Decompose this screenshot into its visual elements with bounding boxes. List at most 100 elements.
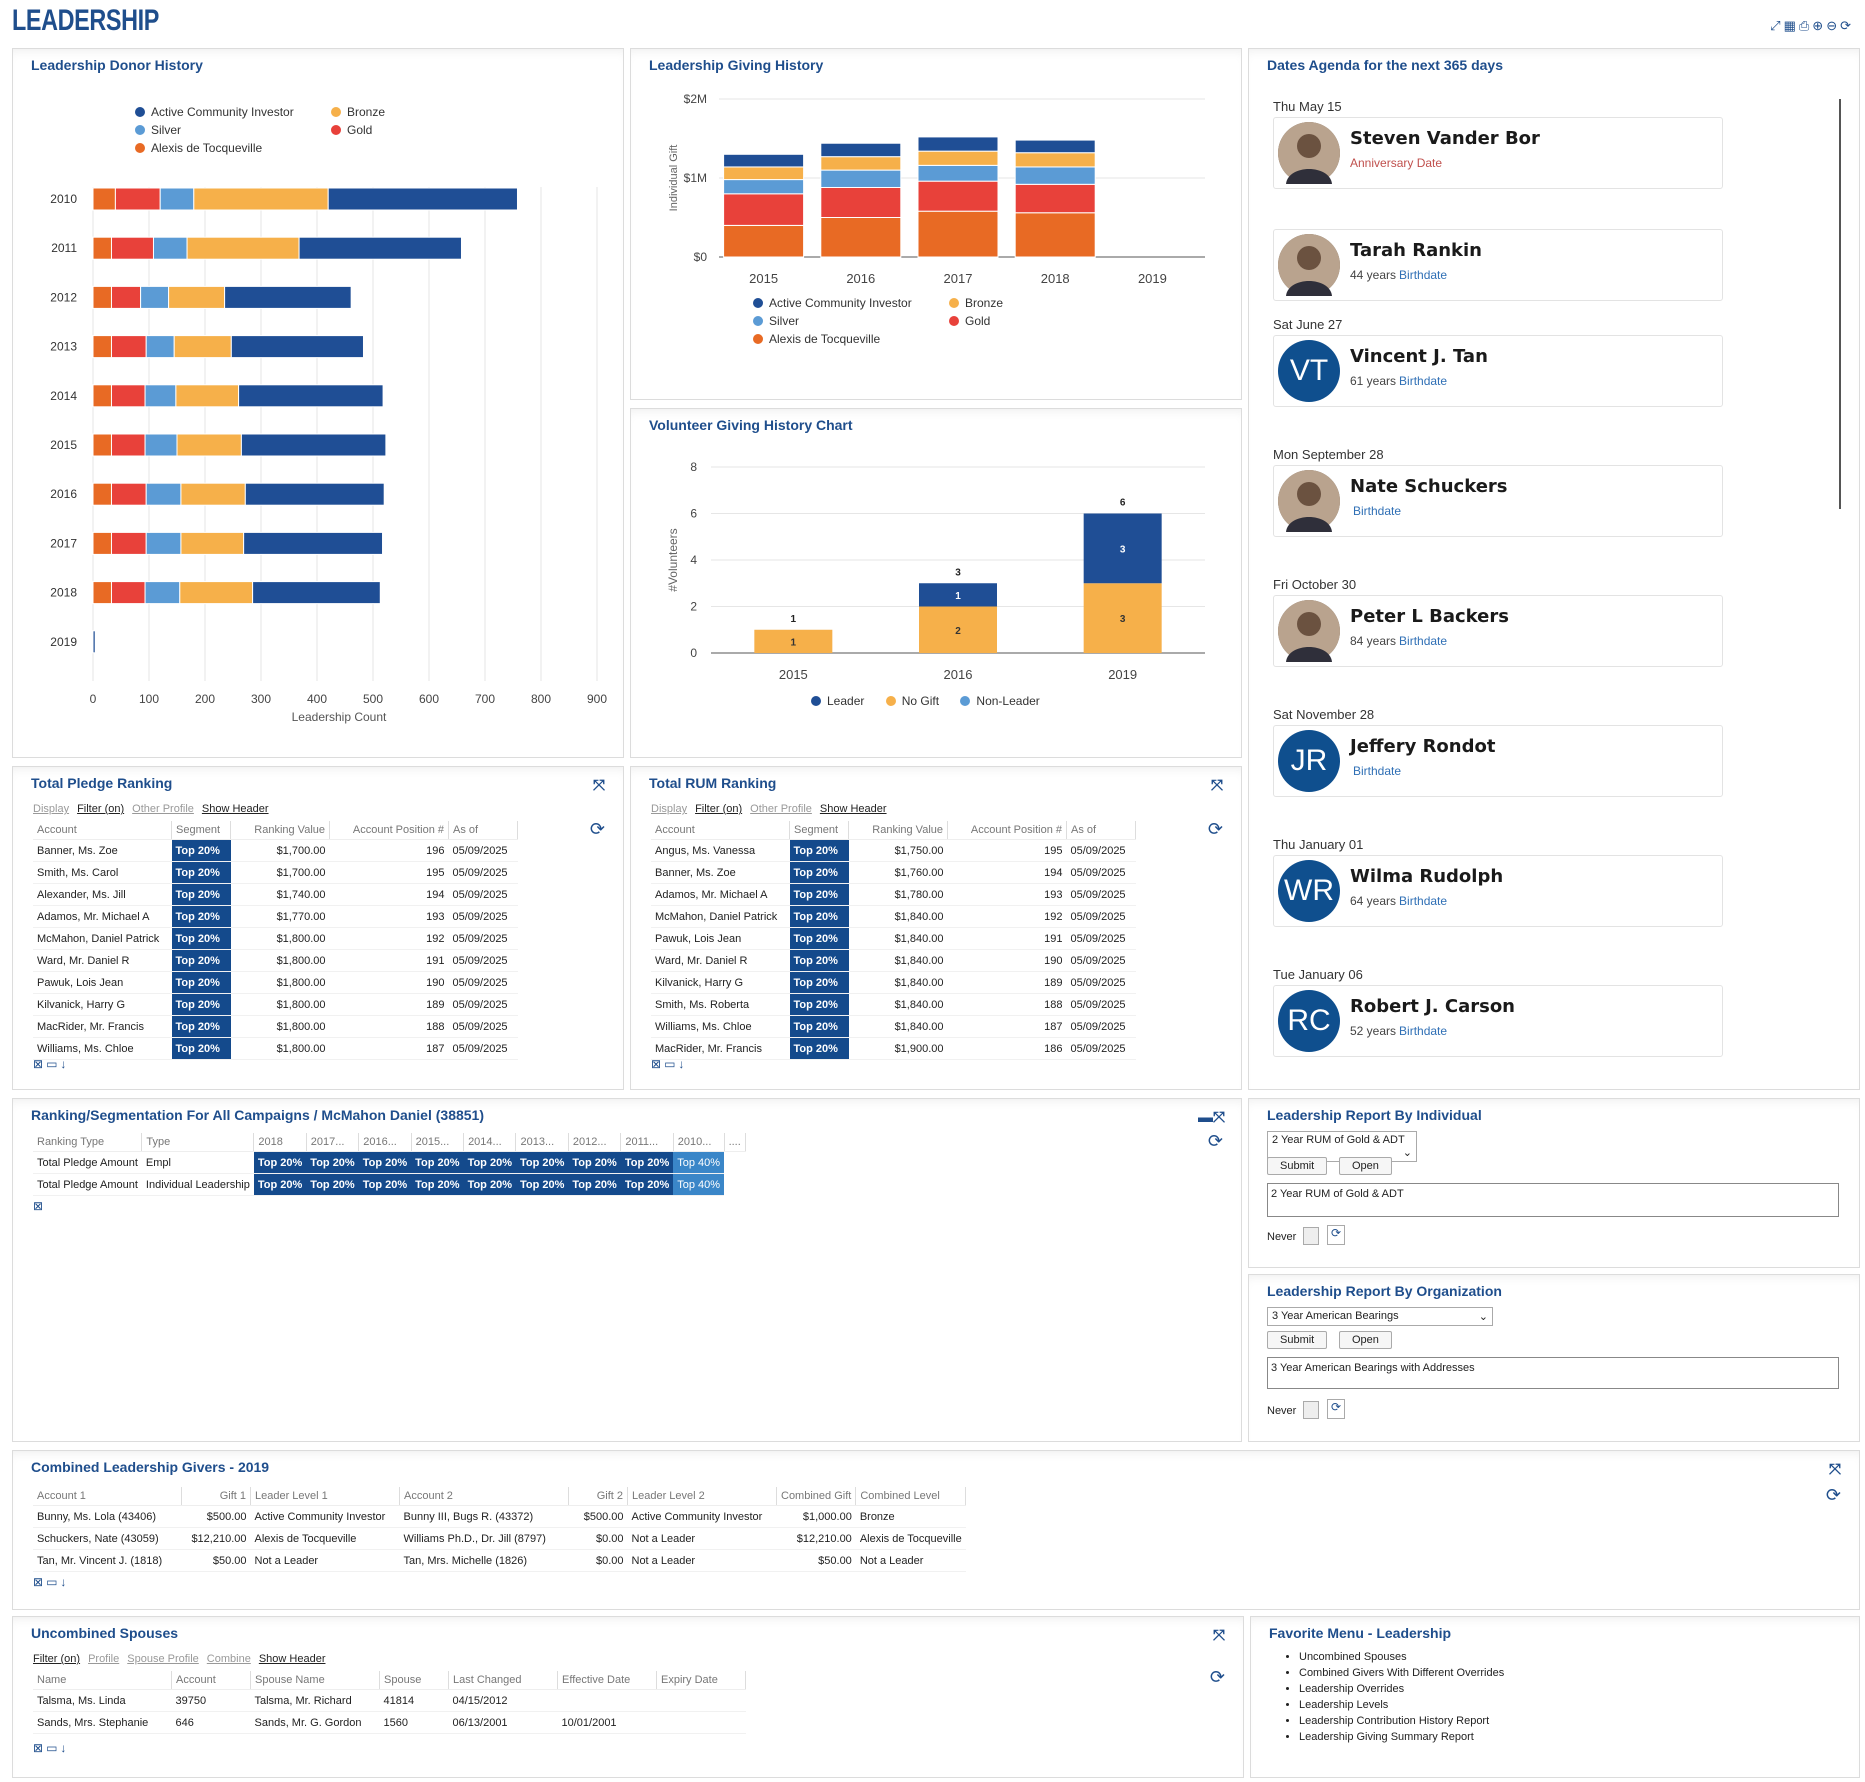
- column-header[interactable]: Ranking Value: [848, 821, 948, 840]
- table-row[interactable]: Tan, Mr. Vincent J. (1818) $50.00 Not a Le…: [33, 1549, 966, 1572]
- submit-button[interactable]: Submit: [1267, 1157, 1328, 1175]
- table-row[interactable]: MacRider, Mr. Francis Top 20% $1,900.00 186…: [651, 1037, 1136, 1060]
- folder-icon[interactable]: ▭: [664, 1057, 679, 1071]
- maximize-icon[interactable]: ⤧: [1828, 1461, 1841, 1478]
- column-header[interactable]: Segment: [789, 821, 849, 840]
- column-header[interactable]: 2011...: [620, 1133, 674, 1152]
- display-link[interactable]: Display: [33, 803, 70, 815]
- table-row[interactable]: Williams, Ms. Chloe Top 20% $1,840.00 187 05…: [651, 1015, 1136, 1038]
- refresh-icon[interactable]: ⟳: [589, 819, 605, 839]
- other-profile-link[interactable]: Other Profile: [750, 803, 812, 815]
- table-row[interactable]: MacRider, Mr. Francis Top 20% $1,800.00 188…: [33, 1015, 518, 1038]
- refresh-icon[interactable]: ⟳: [1825, 1485, 1841, 1505]
- table-row[interactable]: Total Pledge Amount Individual Leadership…: [33, 1173, 745, 1196]
- print-icon[interactable]: ⎙: [1798, 18, 1810, 33]
- column-header[interactable]: Combined Level: [855, 1487, 967, 1506]
- add-icon[interactable]: ⊕: [1812, 18, 1824, 33]
- document-icon[interactable]: [1303, 1401, 1319, 1419]
- refresh-icon[interactable]: ⟳: [1327, 1399, 1345, 1419]
- table-row[interactable]: Alexander, Ms. Jill Top 20% $1,740.00 194 05…: [33, 883, 518, 906]
- combine-link[interactable]: Combine: [206, 1653, 251, 1665]
- column-header[interactable]: ....: [724, 1133, 746, 1152]
- excel-icon[interactable]: ⊠: [33, 1575, 47, 1589]
- column-header[interactable]: Ranking Value: [230, 821, 330, 840]
- download-icon[interactable]: ↓: [60, 1741, 70, 1755]
- column-header[interactable]: Account: [33, 821, 172, 840]
- column-header[interactable]: Account 2: [399, 1487, 569, 1506]
- column-header[interactable]: Account Position #: [947, 821, 1067, 840]
- column-header[interactable]: Ranking Type: [33, 1133, 143, 1152]
- agenda-card[interactable]: RC Robert J. Carson 52 years Birthdate: [1273, 985, 1723, 1057]
- column-header[interactable]: 2014...: [463, 1133, 517, 1152]
- column-header[interactable]: Last Changed: [448, 1671, 558, 1690]
- table-row[interactable]: Pawuk, Lois Jean Top 20% $1,840.00 191 05/09…: [651, 927, 1136, 950]
- maximize-icon[interactable]: ⤧: [1212, 1627, 1225, 1644]
- folder-icon[interactable]: ▭: [46, 1741, 61, 1755]
- table-row[interactable]: Kilvanick, Harry G Top 20% $1,800.00 189 05/…: [33, 993, 518, 1016]
- column-header[interactable]: Type: [141, 1133, 255, 1152]
- show-header-link[interactable]: Show Header: [819, 803, 887, 815]
- agenda-card[interactable]: VT Vincent J. Tan 61 years Birthdate: [1273, 335, 1723, 407]
- column-header[interactable]: Spouse: [379, 1671, 449, 1690]
- filter-link[interactable]: Filter (on): [77, 803, 125, 815]
- table-row[interactable]: Bunny, Ms. Lola (43406) $500.00 Active Com…: [33, 1505, 966, 1528]
- agenda-card[interactable]: Nate Schuckers Birthdate: [1273, 465, 1723, 537]
- folder-icon[interactable]: ▬: [1197, 1109, 1213, 1126]
- table-row[interactable]: McMahon, Daniel Patrick Top 20% $1,800.00 1…: [33, 927, 518, 950]
- excel-icon[interactable]: ⊠: [651, 1057, 665, 1071]
- column-header[interactable]: 2012...: [568, 1133, 622, 1152]
- download-icon[interactable]: ↓: [678, 1057, 688, 1071]
- report-description-field[interactable]: 3 Year American Bearings with Addresses: [1267, 1357, 1839, 1389]
- table-row[interactable]: Kilvanick, Harry G Top 20% $1,840.00 189 05/…: [651, 971, 1136, 994]
- column-header[interactable]: Account 1: [33, 1487, 182, 1506]
- column-header[interactable]: Expiry Date: [656, 1671, 746, 1690]
- agenda-card[interactable]: WR Wilma Rudolph 64 years Birthdate: [1273, 855, 1723, 927]
- favorite-menu-item[interactable]: Leadership Levels: [1299, 1699, 1504, 1711]
- agenda-card[interactable]: Tarah Rankin 44 years Birthdate: [1273, 229, 1723, 301]
- report-description-field[interactable]: 2 Year RUM of Gold & ADT: [1267, 1183, 1839, 1217]
- report-select[interactable]: 3 Year American Bearings ⌄: [1267, 1307, 1493, 1326]
- table-row[interactable]: Banner, Ms. Zoe Top 20% $1,760.00 194 05/09/…: [651, 861, 1136, 884]
- column-header[interactable]: 2016...: [358, 1133, 412, 1152]
- table-row[interactable]: McMahon, Daniel Patrick Top 20% $1,840.00 1…: [651, 905, 1136, 928]
- column-header[interactable]: Gift 2: [568, 1487, 628, 1506]
- column-header[interactable]: Leader Level 2: [627, 1487, 777, 1506]
- folder-icon[interactable]: ▭: [46, 1057, 61, 1071]
- table-row[interactable]: Schuckers, Nate (43059) $12,210.00 Alexis …: [33, 1527, 966, 1550]
- table-row[interactable]: Smith, Ms. Roberta Top 20% $1,840.00 188 05/…: [651, 993, 1136, 1016]
- refresh-icon[interactable]: ⟳: [1209, 1667, 1225, 1687]
- refresh-icon[interactable]: ⟳: [1327, 1225, 1345, 1245]
- remove-icon[interactable]: ⊖: [1826, 18, 1838, 33]
- refresh-icon[interactable]: ⟳: [1840, 18, 1851, 33]
- report-select[interactable]: 2 Year RUM of Gold & ADT ⌄: [1267, 1131, 1417, 1162]
- favorite-menu-item[interactable]: Uncombined Spouses: [1299, 1651, 1504, 1663]
- maximize-icon[interactable]: ⤧: [592, 777, 605, 794]
- table-row[interactable]: Adamos, Mr. Michael A Top 20% $1,770.00 193…: [33, 905, 518, 928]
- maximize-icon[interactable]: ⤧: [1212, 1109, 1225, 1126]
- table-row[interactable]: Total Pledge Amount Empl Top 20% Top 20% Top…: [33, 1151, 745, 1174]
- table-row[interactable]: Talsma, Ms. Linda 39750 Talsma, Mr. Richar…: [33, 1689, 746, 1712]
- filter-link[interactable]: Filter (on): [33, 1653, 81, 1665]
- column-header[interactable]: Segment: [171, 821, 231, 840]
- folder-icon[interactable]: ▭: [46, 1575, 61, 1589]
- table-row[interactable]: Banner, Ms. Zoe Top 20% $1,700.00 196 05/09/…: [33, 839, 518, 862]
- table-row[interactable]: Adamos, Mr. Michael A Top 20% $1,780.00 193…: [651, 883, 1136, 906]
- column-header[interactable]: Gift 1: [181, 1487, 251, 1506]
- maximize-icon[interactable]: ⤧: [1210, 777, 1223, 794]
- favorite-menu-item[interactable]: Combined Givers With Different Overrides: [1299, 1667, 1504, 1679]
- show-header-link[interactable]: Show Header: [258, 1653, 326, 1665]
- column-header[interactable]: Name: [33, 1671, 172, 1690]
- table-row[interactable]: Ward, Mr. Daniel R Top 20% $1,800.00 191 05/…: [33, 949, 518, 972]
- excel-icon[interactable]: ⊠: [33, 1199, 47, 1213]
- column-header[interactable]: Leader Level 1: [250, 1487, 400, 1506]
- column-header[interactable]: Effective Date: [557, 1671, 657, 1690]
- column-header[interactable]: 2013...: [515, 1133, 569, 1152]
- agenda-scrollbar[interactable]: [1839, 99, 1841, 509]
- table-row[interactable]: Smith, Ms. Carol Top 20% $1,700.00 195 05/09…: [33, 861, 518, 884]
- table-row[interactable]: Angus, Ms. Vanessa Top 20% $1,750.00 195 05/…: [651, 839, 1136, 862]
- refresh-icon[interactable]: ⟳: [1207, 819, 1223, 839]
- grid-icon[interactable]: ▦: [1783, 18, 1796, 33]
- open-button[interactable]: Open: [1339, 1157, 1392, 1175]
- column-header[interactable]: 2018: [253, 1133, 307, 1152]
- download-icon[interactable]: ↓: [60, 1575, 70, 1589]
